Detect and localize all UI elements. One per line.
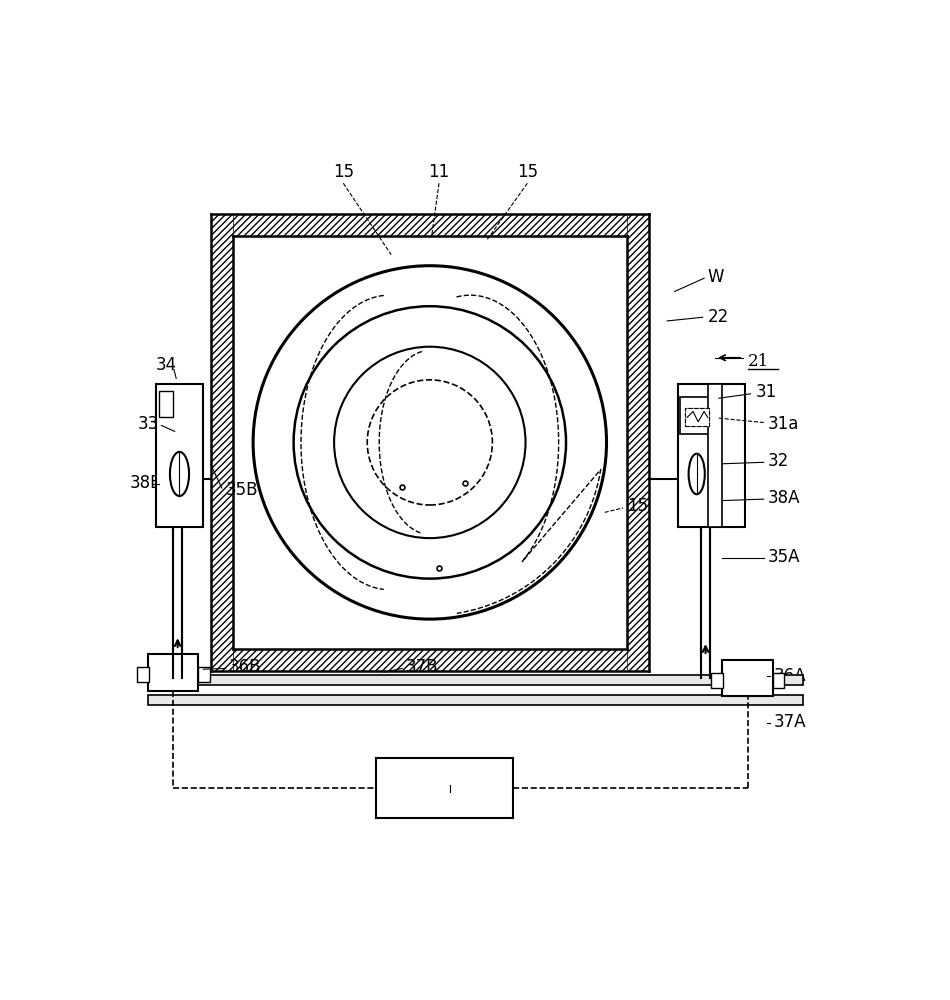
Bar [156,384,203,527]
Bar [722,660,772,696]
Text: 37B: 37B [406,658,438,676]
Text: 37A: 37A [774,713,807,731]
Text: 38B: 38B [130,474,162,492]
Bar [678,384,745,527]
Text: 35B: 35B [225,481,258,499]
Bar [680,397,720,434]
Text: 33: 33 [138,415,159,433]
Bar [685,408,710,426]
Bar [712,673,723,688]
Bar [159,391,173,417]
Bar [148,695,804,705]
Text: 15: 15 [332,163,353,181]
Text: 11: 11 [428,163,449,181]
Text: 35A: 35A [769,548,801,566]
Bar [211,214,233,671]
Bar [233,236,627,649]
Text: 10: 10 [440,793,461,811]
Text: 15: 15 [517,163,538,181]
Text: 15: 15 [627,497,648,515]
Bar [685,408,710,426]
Text: 34: 34 [156,356,177,374]
Bar [137,667,149,682]
Bar [772,673,785,688]
Bar [211,214,649,236]
Bar [627,214,649,671]
Bar [708,384,722,527]
Text: 38A: 38A [769,489,801,507]
Bar [211,649,649,671]
Bar [199,667,210,682]
Text: 36B: 36B [229,658,261,676]
Text: W: W [708,268,724,286]
Bar [376,758,513,818]
Bar [148,654,199,691]
Text: 31a: 31a [769,415,800,433]
Bar [148,675,804,685]
Text: 22: 22 [708,308,729,326]
Text: 21: 21 [749,353,770,370]
Text: 32: 32 [769,452,789,470]
Text: 36A: 36A [774,667,807,685]
Text: 31: 31 [755,383,777,401]
